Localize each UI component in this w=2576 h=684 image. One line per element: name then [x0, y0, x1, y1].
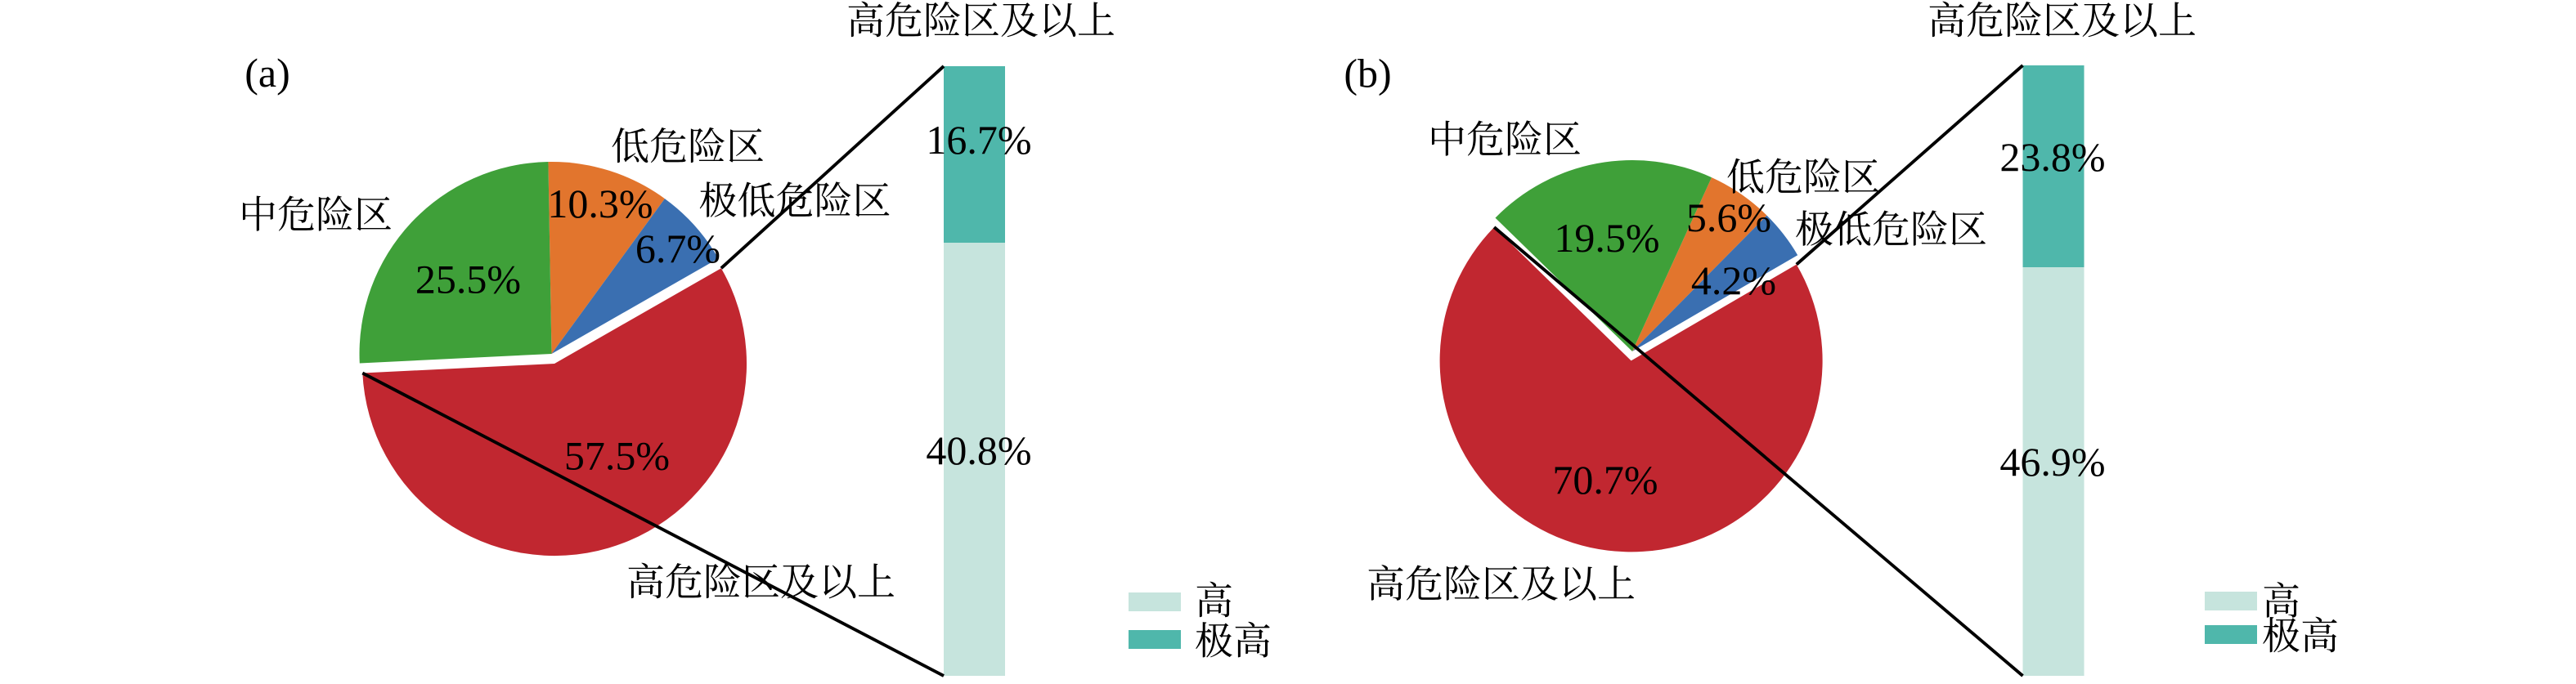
svg-text:16.7%: 16.7% [926, 117, 1031, 163]
svg-text:46.9%: 46.9% [1999, 439, 2105, 485]
svg-text:19.5%: 19.5% [1554, 215, 1659, 261]
svg-text:70.7%: 70.7% [1552, 457, 1658, 503]
svg-text:40.8%: 40.8% [926, 427, 1031, 473]
svg-text:57.5%: 57.5% [564, 433, 670, 479]
svg-text:4.2%: 4.2% [1691, 257, 1776, 303]
svg-text:10.3%: 10.3% [547, 181, 653, 226]
svg-text:(b): (b) [1344, 51, 1391, 96]
svg-text:25.5%: 25.5% [415, 257, 521, 302]
svg-text:(a): (a) [245, 50, 290, 96]
svg-text:6.7%: 6.7% [635, 226, 720, 271]
svg-text:5.6%: 5.6% [1686, 194, 1771, 240]
svg-text:23.8%: 23.8% [1999, 134, 2105, 180]
